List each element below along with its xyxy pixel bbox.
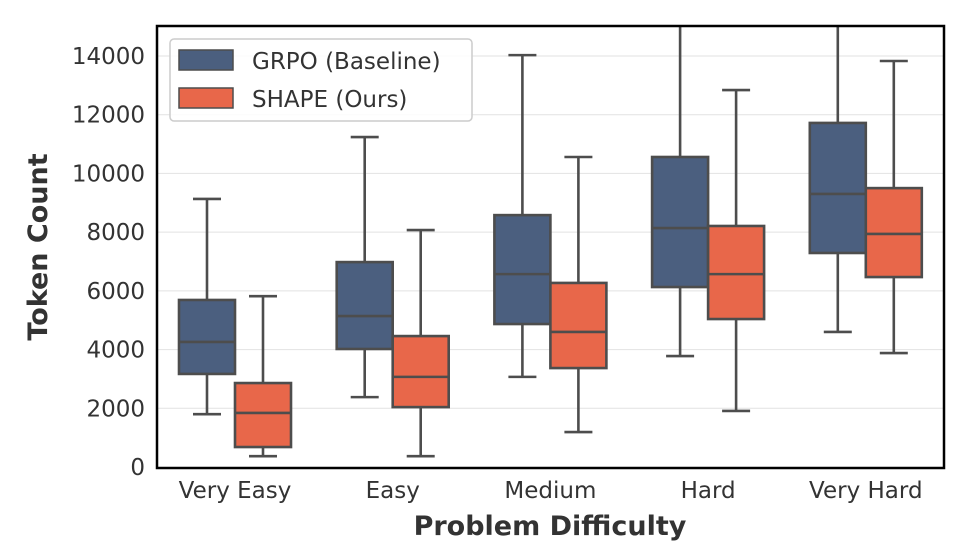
x-tick-label: Hard <box>681 478 736 504</box>
x-axis-title: Problem Difficulty <box>414 511 687 542</box>
x-tick-label: Very Hard <box>809 478 923 504</box>
box-shape <box>864 59 924 355</box>
x-tick-label: Medium <box>504 478 596 504</box>
y-tick-label: 6000 <box>86 279 145 305</box>
iqr-box <box>177 298 237 376</box>
box-grpo <box>177 197 237 416</box>
iqr-box <box>864 186 924 279</box>
iqr-box <box>493 213 552 326</box>
y-tick-label: 4000 <box>86 338 145 364</box>
y-tick-label: 2000 <box>86 396 145 422</box>
box-grpo <box>808 26 868 334</box>
iqr-box <box>549 281 608 370</box>
legend-swatch-grpo <box>178 49 234 71</box>
x-tick-label: Very Easy <box>179 478 292 504</box>
box-grpo <box>493 53 552 379</box>
legend-label-shape: SHAPE (Ours) <box>252 87 407 113</box>
y-axis-ticks: 0 2000 4000 6000 8000 10000 12000 14000 <box>72 44 145 481</box>
iqr-box <box>706 224 766 321</box>
y-axis-title: Token Count <box>23 153 54 340</box>
iqr-box <box>808 121 868 255</box>
box-shape <box>233 294 293 458</box>
box-shape <box>706 88 766 413</box>
legend-swatch-shape <box>178 87 234 109</box>
x-axis-ticks: Very Easy Easy Medium Hard Very Hard <box>179 478 923 504</box>
legend-label-grpo: GRPO (Baseline) <box>252 49 441 75</box>
legend-frame <box>169 38 473 122</box>
boxes <box>177 26 924 458</box>
box-grpo <box>335 135 395 399</box>
y-tick-label: 10000 <box>72 161 145 187</box>
y-tick-label: 12000 <box>72 103 145 129</box>
box-shape <box>549 155 608 434</box>
iqr-box <box>650 155 710 289</box>
legend: GRPO (Baseline) SHAPE (Ours) <box>169 38 473 122</box>
box-shape <box>391 228 451 458</box>
iqr-box <box>233 381 293 449</box>
y-tick-label: 8000 <box>86 220 145 246</box>
x-tick-label: Easy <box>366 478 420 504</box>
box-grpo <box>650 26 710 358</box>
iqr-box <box>391 334 451 409</box>
iqr-box <box>335 260 395 351</box>
y-tick-label: 0 <box>130 455 145 481</box>
y-tick-label: 14000 <box>72 44 145 70</box>
plot-frame <box>155 24 946 470</box>
